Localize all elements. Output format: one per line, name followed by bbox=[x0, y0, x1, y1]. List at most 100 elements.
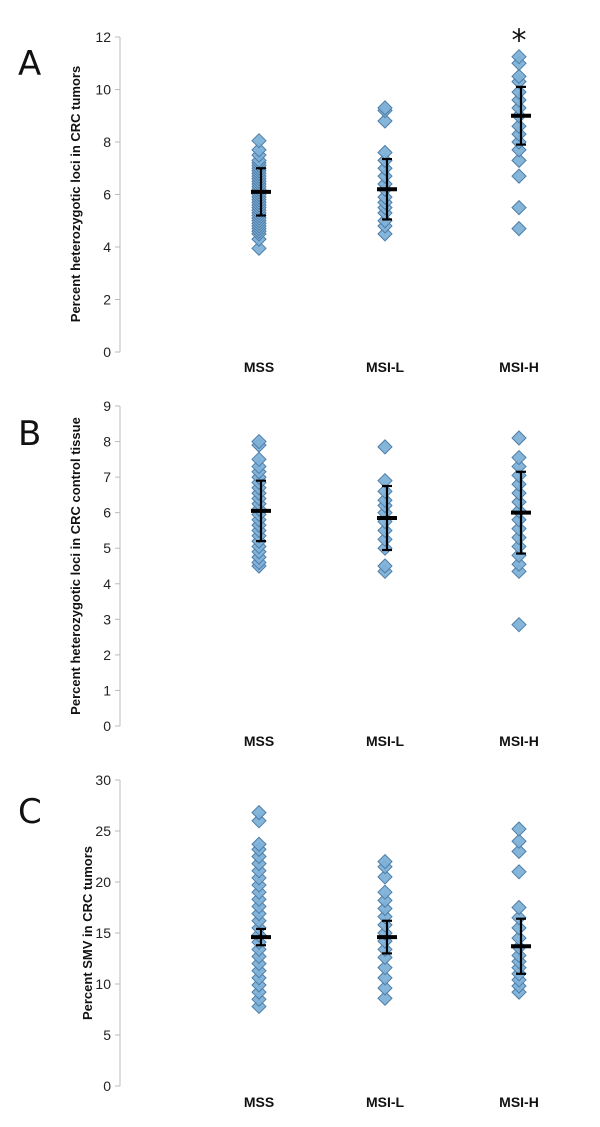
data-point-marker bbox=[251, 142, 267, 158]
y-tick-label: 0 bbox=[103, 1078, 111, 1094]
data-point-marker bbox=[511, 833, 527, 849]
y-tick-label: 9 bbox=[103, 398, 111, 414]
y-tick-label: 4 bbox=[103, 576, 111, 592]
data-point-marker bbox=[511, 142, 527, 158]
data-point-marker bbox=[511, 899, 527, 916]
data-point-marker bbox=[377, 439, 393, 455]
data-point-marker bbox=[377, 168, 393, 184]
data-point-marker bbox=[377, 160, 393, 176]
data-point-marker bbox=[377, 113, 393, 129]
data-point-marker bbox=[511, 126, 527, 142]
data-point-marker bbox=[377, 869, 393, 885]
y-tick-label: 5 bbox=[103, 1027, 111, 1043]
data-point-marker bbox=[511, 512, 527, 528]
data-point-marker bbox=[377, 970, 393, 986]
data-point-marker bbox=[511, 220, 527, 237]
data-point-marker bbox=[511, 449, 527, 466]
data-point-marker bbox=[511, 520, 527, 537]
x-category-label: MSS bbox=[244, 359, 274, 375]
data-point-marker bbox=[511, 458, 527, 475]
data-point-marker bbox=[511, 529, 527, 546]
data-point-marker bbox=[251, 451, 267, 468]
data-point-marker bbox=[511, 947, 527, 964]
data-point-marker bbox=[377, 492, 393, 508]
y-tick-label: 7 bbox=[103, 469, 111, 485]
chart-panel-c: C 0 5 10 15 20 25 30 Percent SMV in CRC tumors MS… bbox=[18, 772, 539, 1110]
data-point-marker bbox=[511, 476, 527, 492]
data-point-marker bbox=[251, 132, 267, 149]
y-axis-label: Percent SMV in CRC tumors bbox=[80, 846, 95, 1020]
data-point-marker bbox=[377, 853, 393, 870]
x-category-label: MSI-H bbox=[499, 1094, 539, 1110]
data-point-marker bbox=[511, 843, 527, 860]
data-point-marker bbox=[251, 433, 267, 450]
y-tick-label: 0 bbox=[103, 718, 111, 734]
y-axis-label: Percent heterozygotic loci in CRC tumors bbox=[68, 66, 83, 322]
y-tick-label: 3 bbox=[103, 611, 111, 627]
data-point-marker bbox=[377, 884, 393, 900]
panel-letter: B bbox=[18, 414, 41, 454]
x-category-label: MSI-L bbox=[366, 1094, 405, 1110]
data-point-marker bbox=[511, 199, 527, 216]
data-point-marker bbox=[511, 118, 527, 134]
x-category-label: MSI-L bbox=[366, 733, 405, 749]
y-tick-label: 8 bbox=[103, 434, 111, 450]
data-point-marker bbox=[377, 959, 393, 976]
y-tick-label: 30 bbox=[95, 772, 111, 788]
data-point-marker bbox=[511, 84, 527, 100]
data-point-marker bbox=[377, 531, 393, 548]
y-tick-label: 6 bbox=[103, 187, 111, 203]
x-category-label: MSI-H bbox=[499, 359, 539, 375]
data-point-marker bbox=[377, 540, 393, 556]
x-category-label: MSS bbox=[244, 1094, 274, 1110]
x-category-label: MSI-H bbox=[499, 733, 539, 749]
chart-panel-a: A 0 2 4 6 8 10 12 Percent heterozygotic loci in … bbox=[18, 24, 539, 375]
y-tick-label: 10 bbox=[95, 976, 111, 992]
data-point-marker bbox=[511, 168, 527, 184]
panel-letter: C bbox=[18, 792, 42, 832]
data-point-marker bbox=[251, 804, 267, 821]
y-tick-label: 25 bbox=[95, 823, 111, 839]
y-tick-label: 2 bbox=[103, 647, 111, 663]
data-point-marker bbox=[377, 472, 393, 489]
y-tick-label: 0 bbox=[103, 344, 111, 360]
data-point-marker bbox=[251, 240, 267, 257]
data-point-marker bbox=[377, 892, 393, 909]
chart-panel-b: B 0 1 2 3 4 5 6 7 8 9 Percent heterozygotic loci in… bbox=[18, 398, 539, 749]
data-point-marker bbox=[377, 990, 393, 1006]
data-point-marker bbox=[377, 900, 393, 917]
data-point-marker bbox=[511, 430, 527, 446]
data-point-marker bbox=[377, 226, 393, 242]
x-category-label: MSS bbox=[244, 733, 274, 749]
y-tick-label: 4 bbox=[103, 239, 111, 255]
data-point-marker bbox=[377, 522, 393, 539]
y-tick-label: 5 bbox=[103, 540, 111, 556]
data-point-marker bbox=[511, 467, 527, 484]
significance-asterisk: * bbox=[512, 24, 527, 59]
data-point-marker bbox=[511, 68, 527, 85]
data-point-marker bbox=[511, 494, 527, 510]
data-point-marker bbox=[251, 813, 267, 829]
y-tick-label: 15 bbox=[95, 925, 111, 941]
data-point-marker bbox=[511, 556, 527, 572]
data-point-marker bbox=[377, 483, 393, 500]
y-tick-label: 8 bbox=[103, 134, 111, 150]
y-tick-label: 12 bbox=[95, 29, 111, 45]
y-tick-label: 10 bbox=[95, 82, 111, 98]
data-point-marker bbox=[377, 980, 393, 996]
x-category-label: MSI-L bbox=[366, 359, 405, 375]
data-point-marker bbox=[511, 920, 527, 936]
y-tick-label: 6 bbox=[103, 505, 111, 521]
data-point-marker bbox=[377, 144, 393, 161]
panel-letter: A bbox=[18, 44, 41, 84]
data-point-marker bbox=[511, 48, 527, 65]
data-point-marker bbox=[377, 189, 393, 205]
y-tick-label: 1 bbox=[103, 682, 111, 698]
data-point-marker bbox=[511, 616, 527, 633]
data-point-marker bbox=[511, 152, 527, 169]
y-tick-label: 20 bbox=[95, 874, 111, 890]
data-point-marker bbox=[377, 100, 393, 116]
data-point-marker bbox=[511, 864, 527, 880]
data-point-marker bbox=[511, 821, 527, 837]
